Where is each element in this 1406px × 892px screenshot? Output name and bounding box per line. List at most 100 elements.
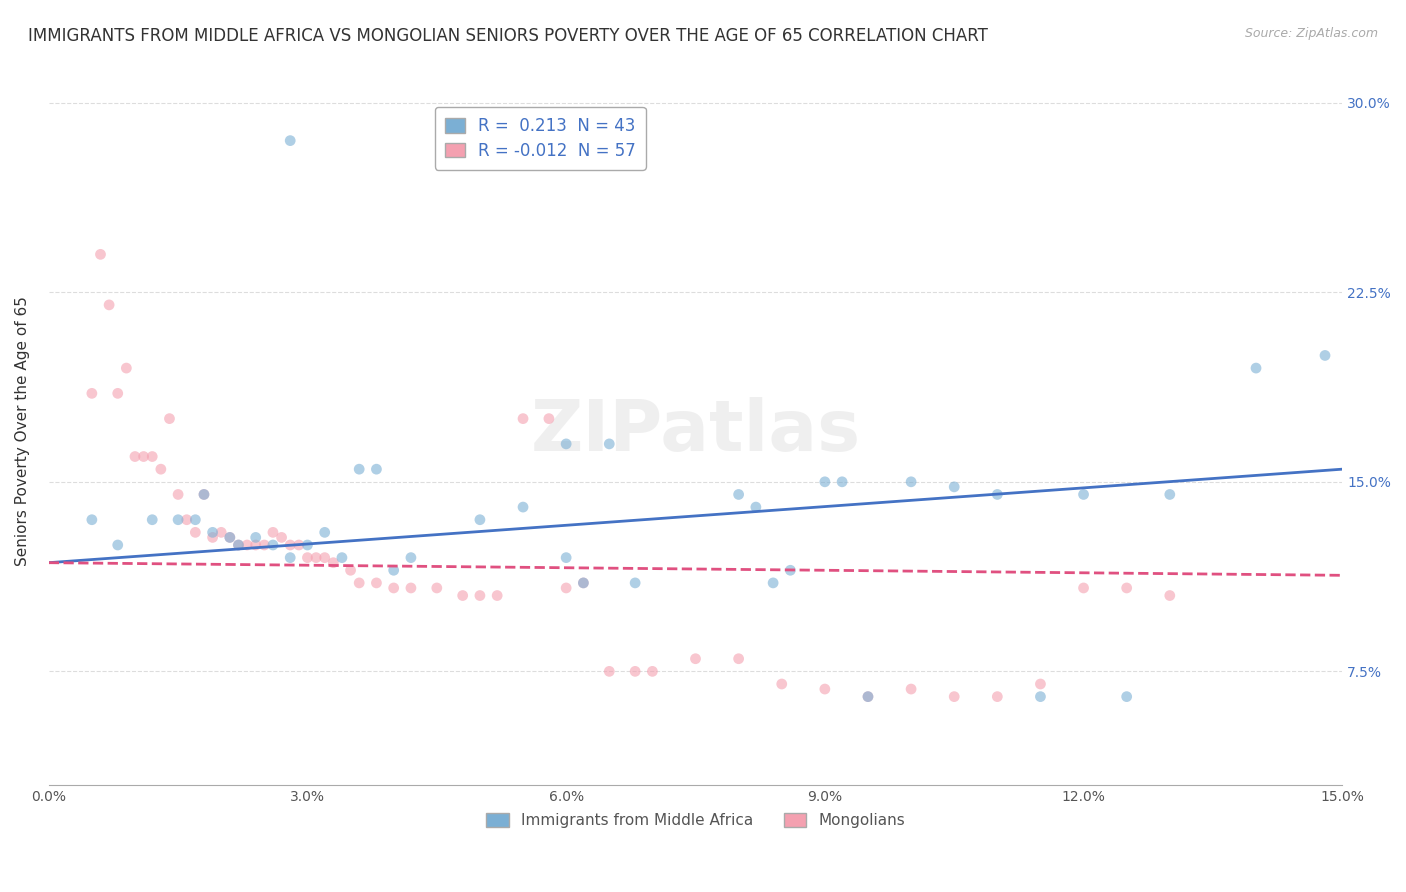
Point [382, 581, 405, 595]
Point [641, 665, 664, 679]
Point [856, 690, 879, 704]
Point [555, 550, 578, 565]
Point [555, 437, 578, 451]
Point [399, 550, 422, 565]
Point [159, 411, 181, 425]
Point [572, 575, 595, 590]
Point [814, 475, 837, 489]
Point [1115, 581, 1137, 595]
Point [201, 525, 224, 540]
Point [193, 487, 215, 501]
Point [132, 450, 155, 464]
Point [779, 563, 801, 577]
Point [1115, 690, 1137, 704]
Point [986, 487, 1008, 501]
Point [624, 665, 647, 679]
Point [193, 487, 215, 501]
Point [399, 581, 422, 595]
Y-axis label: Seniors Poverty Over the Age of 65: Seniors Poverty Over the Age of 65 [15, 296, 30, 566]
Point [451, 589, 474, 603]
Point [98, 298, 121, 312]
Point [943, 690, 966, 704]
Point [347, 462, 370, 476]
Point [236, 538, 259, 552]
Point [176, 513, 198, 527]
Point [856, 690, 879, 704]
Point [1073, 487, 1095, 501]
Point [167, 513, 190, 527]
Point [572, 575, 595, 590]
Point [1313, 348, 1336, 362]
Point [624, 575, 647, 590]
Point [512, 411, 534, 425]
Point [770, 677, 793, 691]
Point [124, 450, 146, 464]
Point [314, 525, 336, 540]
Point [89, 247, 111, 261]
Point [262, 525, 284, 540]
Point [107, 538, 129, 552]
Point [512, 500, 534, 514]
Point [1029, 677, 1052, 691]
Point [262, 538, 284, 552]
Point [814, 681, 837, 696]
Point [330, 550, 353, 565]
Legend: Immigrants from Middle Africa, Mongolians: Immigrants from Middle Africa, Mongolian… [479, 806, 911, 834]
Point [762, 575, 785, 590]
Point [184, 513, 207, 527]
Point [141, 450, 163, 464]
Point [278, 134, 301, 148]
Point [685, 651, 707, 665]
Point [322, 556, 344, 570]
Point [149, 462, 172, 476]
Point [468, 513, 491, 527]
Point [80, 513, 103, 527]
Point [555, 581, 578, 595]
Point [486, 589, 509, 603]
Point [1029, 690, 1052, 704]
Point [278, 538, 301, 552]
Point [107, 386, 129, 401]
Point [314, 550, 336, 565]
Point [209, 525, 232, 540]
Point [184, 525, 207, 540]
Point [1073, 581, 1095, 595]
Text: Source: ZipAtlas.com: Source: ZipAtlas.com [1244, 27, 1378, 40]
Point [831, 475, 853, 489]
Point [1159, 589, 1181, 603]
Point [900, 475, 922, 489]
Point [727, 487, 749, 501]
Point [382, 563, 405, 577]
Point [1159, 487, 1181, 501]
Point [943, 480, 966, 494]
Point [115, 361, 138, 376]
Point [228, 538, 250, 552]
Point [270, 530, 292, 544]
Point [598, 665, 620, 679]
Point [598, 437, 620, 451]
Point [245, 530, 267, 544]
Point [745, 500, 768, 514]
Point [297, 538, 319, 552]
Point [278, 550, 301, 565]
Point [201, 530, 224, 544]
Point [218, 530, 240, 544]
Point [900, 681, 922, 696]
Point [245, 538, 267, 552]
Point [366, 575, 388, 590]
Point [339, 563, 361, 577]
Text: IMMIGRANTS FROM MIDDLE AFRICA VS MONGOLIAN SENIORS POVERTY OVER THE AGE OF 65 CO: IMMIGRANTS FROM MIDDLE AFRICA VS MONGOLI… [28, 27, 988, 45]
Point [727, 651, 749, 665]
Point [141, 513, 163, 527]
Point [366, 462, 388, 476]
Point [297, 550, 319, 565]
Point [253, 538, 276, 552]
Point [347, 575, 370, 590]
Point [228, 538, 250, 552]
Point [426, 581, 449, 595]
Point [288, 538, 311, 552]
Text: ZIPatlas: ZIPatlas [530, 397, 860, 466]
Point [468, 589, 491, 603]
Point [305, 550, 328, 565]
Point [1244, 361, 1267, 376]
